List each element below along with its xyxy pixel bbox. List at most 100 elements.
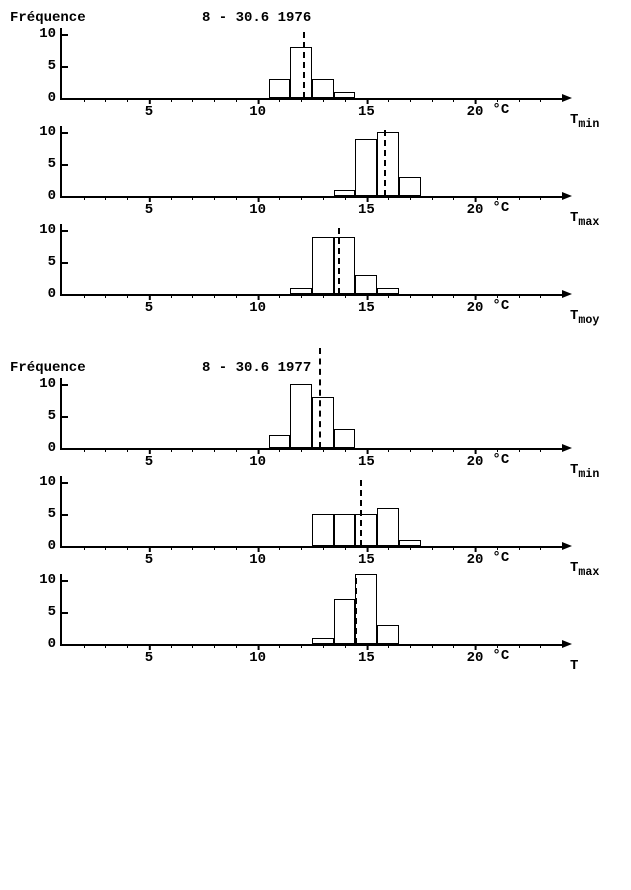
x-tick-minor [236,546,237,550]
histogram-bar [377,132,399,196]
x-tick: 5 [145,98,153,120]
x-tick-minor [410,98,411,102]
x-tick-minor [84,644,85,648]
histogram-bar [377,508,399,546]
y-tick: 0 [48,90,62,106]
x-tick: 10 [249,448,266,470]
x-tick-minor [301,196,302,200]
panel-sublabel: Tmoy [570,308,599,327]
x-tick-minor [453,98,454,102]
y-tick: 0 [48,636,62,652]
x-tick-minor [345,98,346,102]
x-tick-minor [105,448,106,452]
histogram-panel: 8 - 30.6 197705105101520°CTmin [60,378,631,474]
x-tick-minor [236,98,237,102]
period-label: 8 - 30.6 1977 [202,360,311,376]
mean-marker [360,480,362,547]
mean-marker [319,348,321,448]
plot-area: 05105101520°CTmax [60,126,562,198]
plot-area: 8 - 30.6 197605105101520°CTmin [60,28,562,100]
chart-group: Fréquence8 - 30.6 197605105101520°CTmin0… [10,10,631,320]
y-tick: 10 [39,376,62,392]
x-tick-minor [214,448,215,452]
x-tick-minor [345,644,346,648]
x-tick-minor [323,644,324,648]
x-tick-minor [214,98,215,102]
histogram-bar [377,625,399,644]
histogram-bar [355,275,377,294]
x-tick-minor [214,546,215,550]
x-tick: 20 [467,294,484,316]
y-tick: 0 [48,286,62,302]
y-tick: 5 [48,156,62,172]
x-tick-minor [388,546,389,550]
mean-marker [303,32,305,99]
histogram-bar [334,237,356,294]
x-tick-minor [105,294,106,298]
x-tick-minor [345,294,346,298]
histogram-bar [399,540,421,546]
x-tick: 15 [358,294,375,316]
mean-marker [338,228,340,295]
histogram-panel: 05105101520°CT [60,574,631,670]
x-unit-label: °C [492,98,509,118]
y-tick: 5 [48,506,62,522]
histogram-bar [334,514,356,546]
histogram-bar [399,177,421,196]
x-tick-minor [84,448,85,452]
y-tick: 10 [39,26,62,42]
y-tick: 0 [48,440,62,456]
x-tick-minor [84,196,85,200]
x-tick-minor [84,294,85,298]
x-tick-minor [323,448,324,452]
histogram-panel: 05105101520°CTmax [60,126,631,222]
histogram-bar [312,237,334,294]
x-tick: 20 [467,98,484,120]
x-tick-minor [279,644,280,648]
x-tick-minor [192,196,193,200]
x-tick-minor [214,196,215,200]
histogram-bar [355,514,377,546]
x-tick-minor [105,644,106,648]
x-tick-minor [127,196,128,200]
x-tick-minor [540,294,541,298]
x-tick-minor [540,546,541,550]
x-tick-minor [279,294,280,298]
x-tick-minor [432,448,433,452]
x-tick-minor [236,448,237,452]
histogram-bar [334,190,356,196]
x-tick-minor [171,294,172,298]
x-tick: 5 [145,196,153,218]
x-axis-arrow-icon [562,94,572,102]
mean-marker [355,578,357,645]
y-tick: 10 [39,124,62,140]
x-tick-minor [127,546,128,550]
x-tick: 10 [249,644,266,666]
x-tick-minor [279,546,280,550]
y-tick: 10 [39,222,62,238]
x-tick-minor [192,644,193,648]
histogram-bar [355,574,377,644]
x-tick-minor [105,196,106,200]
chart-group: Fréquence8 - 30.6 197705105101520°CTmin0… [10,360,631,670]
period-label: 8 - 30.6 1976 [202,10,311,26]
x-tick-minor [171,196,172,200]
x-axis-arrow-icon [562,640,572,648]
x-tick-minor [432,98,433,102]
histogram-panel: 8 - 30.6 197605105101520°CTmin [60,28,631,124]
plot-area: 05105101520°CT [60,574,562,646]
x-tick-minor [432,294,433,298]
plot-area: 05105101520°CTmax [60,476,562,548]
histogram-bar [312,397,334,448]
x-tick-minor [388,196,389,200]
x-tick-minor [127,448,128,452]
histogram-bar [312,79,334,98]
x-unit-label: °C [492,448,509,468]
x-tick-minor [410,644,411,648]
x-axis-arrow-icon [562,290,572,298]
histogram-panel: 05105101520°CTmoy [60,224,631,320]
x-tick-minor [279,98,280,102]
y-tick: 5 [48,58,62,74]
y-tick: 0 [48,188,62,204]
x-tick-minor [236,196,237,200]
